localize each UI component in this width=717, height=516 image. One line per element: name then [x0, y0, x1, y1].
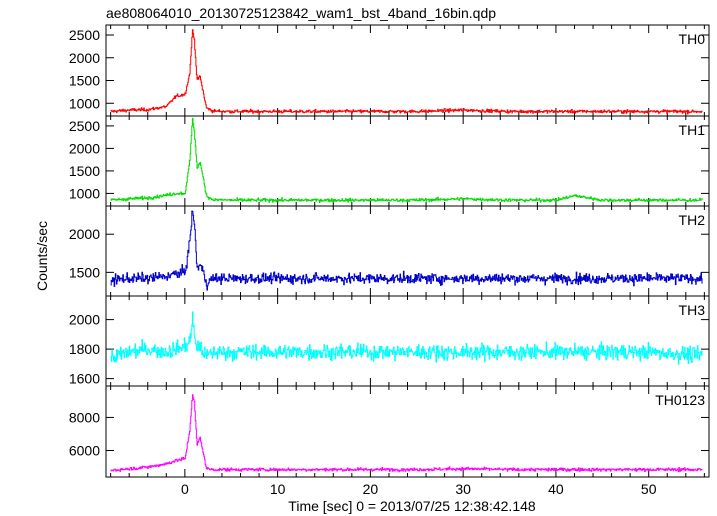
- panel-label-th0123: TH0123: [655, 392, 705, 408]
- y-tick-label: 1000: [69, 95, 100, 111]
- series-line-th1: [110, 117, 703, 204]
- x-tick-label: 40: [548, 481, 564, 497]
- y-tick-label: 1500: [69, 264, 100, 280]
- y-tick-label: 2000: [69, 50, 100, 66]
- x-tick-label: 0: [181, 481, 189, 497]
- panel-th0123: 6000 8000 TH0123: [69, 385, 710, 478]
- y-tick-label: 2000: [69, 226, 100, 242]
- x-axis-label: Time [sec] 0 = 2013/07/25 12:38:42.148: [288, 498, 536, 514]
- panel-frame: [105, 295, 710, 387]
- y-tick-label: 1500: [69, 163, 100, 179]
- y-axis-label: Counts/sec: [34, 221, 50, 291]
- y-tick-label: 2000: [69, 312, 100, 328]
- panel-th2: 1500 2000 TH2: [69, 205, 710, 297]
- y-tick-label: 1500: [69, 73, 100, 89]
- panel-th0: 1000 1500 2000 2500 TH0: [69, 24, 710, 117]
- series-line-th0123: [110, 394, 703, 473]
- y-tick-label: 2500: [69, 27, 100, 43]
- panel-label-th2: TH2: [679, 212, 706, 228]
- x-tick-label: 20: [363, 481, 379, 497]
- y-tick-label: 6000: [69, 443, 100, 459]
- panel-th3: 1600 1800 2000 TH3: [69, 295, 710, 387]
- y-tick-label: 1800: [69, 341, 100, 357]
- x-axis: 0 10 20 30 40 50: [181, 481, 657, 497]
- series-line-th2: [110, 210, 703, 291]
- panel-th1: 1000 1500 2000 2500 TH1: [69, 115, 710, 207]
- x-tick-label: 30: [455, 481, 471, 497]
- panel-label-th1: TH1: [679, 122, 706, 138]
- series-line-th3: [110, 311, 703, 365]
- panels: 1000 1500 2000 2500 TH0 1000 1500 2000 2500 TH1 15…: [69, 24, 710, 478]
- series-line-th0: [110, 29, 703, 115]
- y-tick-label: 2000: [69, 140, 100, 156]
- y-tick-label: 1000: [69, 185, 100, 201]
- y-tick-label: 2500: [69, 118, 100, 134]
- x-tick-label: 50: [641, 481, 657, 497]
- panel-label-th3: TH3: [679, 302, 706, 318]
- y-tick-label: 1600: [69, 371, 100, 387]
- y-tick-label: 8000: [69, 409, 100, 425]
- chart-title: ae808064010_20130725123842_wam1_bst_4ban…: [106, 5, 496, 21]
- panel-label-th0: TH0: [679, 31, 706, 47]
- x-tick-label: 10: [270, 481, 286, 497]
